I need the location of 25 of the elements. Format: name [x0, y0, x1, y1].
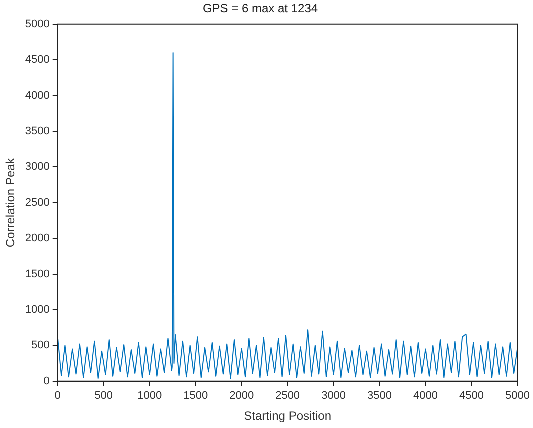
y-tick-label: 4000 [25, 90, 50, 102]
x-tick-label: 3000 [322, 390, 346, 402]
y-tick-label: 4500 [25, 54, 50, 66]
x-axis-title: Starting Position [244, 409, 332, 424]
y-tick-label: 2000 [25, 232, 50, 245]
x-tick-label: 3500 [368, 390, 392, 402]
x-tick-label: 1000 [138, 390, 162, 402]
x-tick-label: 1500 [184, 390, 208, 402]
x-tick-label: 2000 [230, 390, 254, 402]
y-tick-label: 500 [32, 340, 50, 352]
x-tick-label: 2500 [276, 390, 300, 402]
x-tick-label: 0 [54, 390, 61, 402]
y-tick-label: 0 [44, 375, 50, 388]
x-tick-label: 5000 [506, 390, 530, 402]
y-tick-label: 2500 [25, 196, 50, 209]
x-tick-label: 4000 [414, 390, 438, 402]
y-tick-label: 5000 [25, 18, 50, 30]
y-tick-label: 1000 [25, 304, 50, 316]
x-tick-label: 4500 [460, 390, 484, 402]
y-axis-title: Correlation Peak [4, 157, 18, 248]
y-tick-label: 3500 [25, 126, 50, 138]
y-tick-label: 1500 [25, 268, 50, 280]
chart-title: GPS = 6 max at 1234 [202, 2, 318, 16]
y-tick-label: 3000 [25, 161, 50, 174]
x-tick-label: 500 [94, 390, 114, 402]
